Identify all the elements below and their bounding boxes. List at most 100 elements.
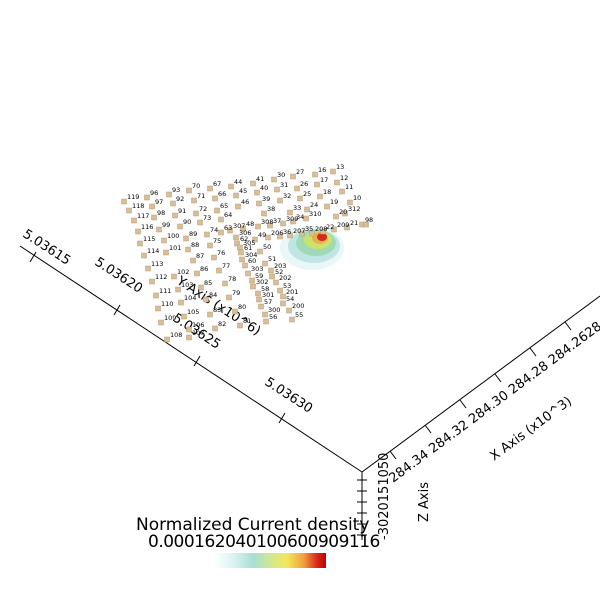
electrode-marker: 89 — [183, 230, 197, 242]
electrode-marker: 8 — [363, 216, 373, 228]
electrode-marker: 48 — [240, 220, 254, 232]
electrode-marker: 19 — [324, 198, 338, 210]
electrode-square — [234, 240, 240, 247]
electrode-marker: 36 — [277, 228, 291, 240]
electrode-label: 304 — [245, 251, 257, 259]
electrode-label: 114 — [147, 247, 159, 255]
x-axis: 284.34 284.32 284.30 284.28 284.26284.24… — [361, 287, 600, 486]
electrode-label: 305 — [243, 239, 255, 247]
electrode-marker: 72 — [193, 205, 207, 217]
electrode-square — [166, 191, 172, 198]
electrode-label: 46 — [241, 198, 249, 206]
electrode-label: 100 — [167, 232, 179, 240]
electrode-label: 84 — [209, 291, 217, 299]
electrode-label: 105 — [187, 308, 199, 316]
electrode-square — [222, 280, 228, 287]
electrode-square — [252, 236, 258, 243]
electrode-marker: 17 — [314, 176, 328, 188]
electrode-label: 34 — [296, 213, 304, 221]
electrode-square — [344, 224, 350, 231]
electrode-square — [303, 215, 309, 222]
electrode-label: 203 — [274, 262, 286, 270]
electrode-label: 88 — [191, 241, 199, 249]
electrode-square — [317, 193, 323, 200]
electrode-marker: 208 — [309, 225, 327, 237]
electrode-label: 116 — [141, 223, 153, 231]
electrode-square — [289, 316, 295, 323]
electrode-label: 9 — [365, 216, 369, 224]
x-axis-tick — [459, 399, 467, 409]
electrode-marker: 46 — [235, 198, 249, 210]
electrode-label: 53 — [283, 282, 291, 290]
electrode-label: 307 — [233, 222, 245, 230]
electrode-square — [212, 195, 218, 202]
electrode-label: 12 — [340, 174, 348, 182]
electrode-marker: 85 — [198, 279, 212, 291]
electrode-label: 26 — [300, 180, 308, 188]
electrode-label: 40 — [260, 184, 268, 192]
electrode-marker: 50 — [257, 243, 271, 255]
electrode-marker: 53 — [277, 282, 291, 294]
x-axis-tick — [389, 450, 397, 460]
electrode-marker: 80 — [232, 303, 246, 315]
electrode-square — [181, 313, 187, 320]
electrode-label: 103 — [181, 281, 193, 289]
electrode-square — [363, 221, 369, 228]
electrode-label: 113 — [151, 260, 163, 268]
electrode-label: 117 — [137, 212, 149, 220]
electrode-label: 20 — [339, 208, 347, 216]
electrode-marker: 37 — [267, 217, 281, 229]
electrode-square — [290, 173, 296, 180]
electrode-square — [280, 220, 286, 227]
electrode-marker: 111 — [153, 287, 171, 299]
electrode-square — [280, 293, 286, 300]
electrode-marker: 307 — [227, 222, 245, 234]
electrode-square — [194, 270, 200, 277]
electrode-marker: 107 — [186, 329, 204, 341]
electrode-square — [198, 284, 204, 291]
electrode-marker: 117 — [131, 212, 149, 224]
electrode-label: 61 — [244, 244, 252, 252]
electrode-label: 55 — [295, 311, 303, 319]
electrode-label: 93 — [172, 186, 180, 194]
electrode-square — [235, 203, 241, 210]
electrode-square — [271, 176, 277, 183]
electrode-label: 302 — [256, 278, 268, 286]
electrode-square — [191, 197, 197, 204]
electrode-square — [297, 195, 303, 202]
electrode-marker: 104 — [178, 294, 196, 306]
electrode-square — [256, 296, 262, 303]
electrode-label: 82 — [218, 320, 226, 328]
electrode-square — [237, 322, 243, 329]
electrode-label: 63 — [224, 224, 232, 232]
electrode-marker: 207 — [287, 227, 305, 239]
electrode-marker: 200 — [286, 302, 304, 314]
electrode-square — [254, 189, 260, 196]
electrode-label: 35 — [305, 225, 313, 233]
electrode-marker: 10 — [347, 194, 361, 206]
electrode-label: 206 — [271, 229, 283, 237]
legend-tick-labels: 0.000162040100600909116 — [148, 532, 380, 552]
electrode-label: 39 — [262, 195, 270, 203]
electrode-marker: 112 — [149, 273, 167, 285]
electrode-label: 62 — [240, 235, 248, 243]
x-axis-tick — [494, 373, 502, 383]
electrode-marker: 76 — [211, 249, 225, 261]
electrode-square — [255, 290, 261, 297]
electrode-label: 91 — [178, 207, 186, 215]
electrode-marker: 88 — [185, 241, 199, 253]
electrode-label: 303 — [251, 265, 263, 273]
x-axis-tick — [529, 347, 537, 357]
electrode-square — [197, 219, 203, 226]
electrode-label: 76 — [217, 249, 225, 257]
electrode-square — [156, 226, 162, 233]
electrode-marker: 34 — [290, 213, 304, 225]
electrode-label: 77 — [222, 262, 230, 270]
electrode-marker: 306 — [233, 229, 251, 241]
electrode-marker: 55 — [289, 311, 303, 323]
electrode-label: 11 — [345, 183, 353, 191]
y-tick-label: 5.03615 — [20, 227, 73, 269]
electrode-marker: 119 — [121, 193, 139, 205]
electrode-marker: 21 — [344, 219, 358, 231]
